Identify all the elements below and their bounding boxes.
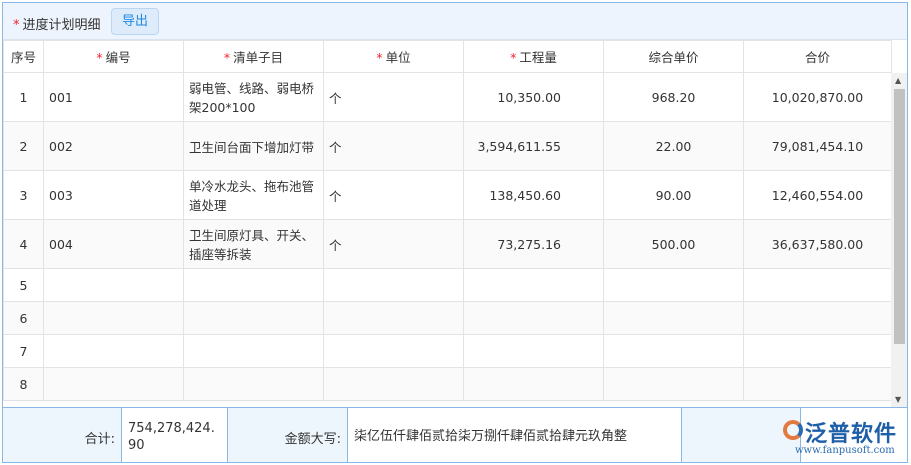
cell-empty[interactable] xyxy=(183,334,324,368)
cell-qty[interactable]: 10,350.00 xyxy=(463,72,604,122)
cell-unit[interactable]: 个 xyxy=(323,72,464,122)
cell-empty[interactable] xyxy=(183,301,324,335)
vertical-scrollbar[interactable]: ▲ ▼ xyxy=(891,73,907,407)
cell-qty[interactable]: 138,450.60 xyxy=(463,170,604,220)
cell-empty[interactable] xyxy=(603,268,744,302)
cell-item[interactable]: 弱电管、线路、弱电桥架200*100 xyxy=(183,72,324,122)
cell-item[interactable]: 卫生间台面下增加灯带 xyxy=(183,121,324,171)
section-title-text: 进度计划明细 xyxy=(22,18,101,33)
sum-value: 754,278,424.90 xyxy=(122,408,228,462)
amount-caps-label: 金额大写: xyxy=(228,408,348,462)
cell-empty[interactable] xyxy=(743,301,892,335)
table-row[interactable]: 4 004 卫生间原灯具、开关、插座等拆装个 73,275.16 500.00 36,63… xyxy=(3,219,892,269)
cell-idx[interactable]: 5 xyxy=(3,268,44,302)
cell-idx[interactable]: 7 xyxy=(3,334,44,368)
cell-total[interactable]: 36,637,580.00 xyxy=(743,219,892,269)
column-header-label: 工程量 xyxy=(519,50,557,65)
cell-empty[interactable] xyxy=(43,334,184,368)
cell-total[interactable]: 12,460,554.00 xyxy=(743,170,892,220)
column-header-label: 综合单价 xyxy=(648,50,699,65)
logo-url: www.fanpusoft.com xyxy=(795,445,895,456)
scroll-up-icon[interactable]: ▲ xyxy=(895,76,902,85)
cell-empty[interactable] xyxy=(463,268,604,302)
cell-price[interactable]: 90.00 xyxy=(603,170,744,220)
footer-empty-label xyxy=(682,408,801,462)
column-header: * 编号 xyxy=(43,40,184,73)
logo-name: 泛普软件 xyxy=(805,422,898,447)
cell-unit[interactable]: 个 xyxy=(323,219,464,269)
scroll-down-icon[interactable]: ▼ xyxy=(895,395,902,404)
cell-idx[interactable]: 4 xyxy=(3,219,44,269)
cell-empty[interactable] xyxy=(743,367,892,401)
cell-idx[interactable]: 6 xyxy=(3,301,44,335)
cell-idx[interactable]: 1 xyxy=(3,72,44,122)
column-header: * 单位 xyxy=(323,40,464,73)
detail-table: 序号 * 编号 * 清单子目 * 单位 * 工程量 综合单价 合价 1 001 弱电管、线路、弱电桥架2… xyxy=(3,40,892,401)
cell-qty[interactable]: 73,275.16 xyxy=(463,219,604,269)
scrollbar-thumb[interactable] xyxy=(894,89,905,344)
cell-code[interactable]: 004 xyxy=(43,219,184,269)
cell-empty[interactable] xyxy=(43,367,184,401)
cell-empty[interactable] xyxy=(323,268,464,302)
cell-price[interactable]: 500.00 xyxy=(603,219,744,269)
cell-empty[interactable] xyxy=(743,334,892,368)
column-header-label: 清单子目 xyxy=(233,50,284,65)
table-row[interactable]: 3 003 单冷水龙头、拖布池管道处理个 138,450.60 90.00 12,460,… xyxy=(3,170,892,220)
cell-empty[interactable] xyxy=(183,268,324,302)
column-header: 合价 xyxy=(743,40,892,73)
cell-empty[interactable] xyxy=(323,334,464,368)
cell-code[interactable]: 002 xyxy=(43,121,184,171)
table-row[interactable]: 6 xyxy=(3,301,892,335)
cell-empty[interactable] xyxy=(463,334,604,368)
column-header: * 工程量 xyxy=(463,40,604,73)
fanpu-logo: 泛普软件 www.fanpusoft.com xyxy=(783,416,903,460)
cell-empty[interactable] xyxy=(43,268,184,302)
table-row[interactable]: 1 001 弱电管、线路、弱电桥架200*100 个 10,350.00 968.20 10… xyxy=(3,72,892,122)
cell-code[interactable]: 003 xyxy=(43,170,184,220)
column-header-label: 单位 xyxy=(385,50,411,65)
cell-idx[interactable]: 2 xyxy=(3,121,44,171)
cell-unit[interactable]: 个 xyxy=(323,121,464,171)
cell-empty[interactable] xyxy=(43,301,184,335)
export-button[interactable]: 导出 xyxy=(111,8,159,35)
cell-empty[interactable] xyxy=(463,367,604,401)
summary-footer: 合计: 754,278,424.90 金额大写: 柒亿伍仟肆佰贰拾柒万捌仟肆佰贰… xyxy=(3,407,907,462)
cell-empty[interactable] xyxy=(323,367,464,401)
section-title: * 进度计划明细 xyxy=(13,18,101,33)
column-header: 序号 xyxy=(3,40,44,73)
cell-item[interactable]: 单冷水龙头、拖布池管道处理 xyxy=(183,170,324,220)
cell-empty[interactable] xyxy=(603,301,744,335)
cell-total[interactable]: 10,020,870.00 xyxy=(743,72,892,122)
cell-empty[interactable] xyxy=(323,301,464,335)
cell-empty[interactable] xyxy=(603,334,744,368)
logo-mark-icon xyxy=(783,420,803,440)
cell-empty[interactable] xyxy=(743,268,892,302)
sum-label: 合计: xyxy=(3,408,122,462)
cell-total[interactable]: 79,081,454.10 xyxy=(743,121,892,171)
cell-idx[interactable]: 8 xyxy=(3,367,44,401)
table-row[interactable]: 5 xyxy=(3,268,892,302)
cell-item[interactable]: 卫生间原灯具、开关、插座等拆装 xyxy=(183,219,324,269)
column-header: * 清单子目 xyxy=(183,40,324,73)
table-row[interactable]: 8 xyxy=(3,367,892,401)
cell-code[interactable]: 001 xyxy=(43,72,184,122)
cell-empty[interactable] xyxy=(463,301,604,335)
cell-unit[interactable]: 个 xyxy=(323,170,464,220)
cell-price[interactable]: 968.20 xyxy=(603,72,744,122)
column-header-label: 编号 xyxy=(105,50,131,65)
table-row[interactable]: 7 xyxy=(3,334,892,368)
cell-idx[interactable]: 3 xyxy=(3,170,44,220)
cell-qty[interactable]: 3,594,611.55 xyxy=(463,121,604,171)
toolbar: * 进度计划明细 导出 xyxy=(3,3,907,40)
column-header-label: 合价 xyxy=(804,50,830,65)
cell-empty[interactable] xyxy=(603,367,744,401)
amount-caps-value: 柒亿伍仟肆佰贰拾柒万捌仟肆佰贰拾肆元玖角整 xyxy=(348,408,682,462)
column-header-label: 序号 xyxy=(10,50,36,65)
table-row[interactable]: 2 002 卫生间台面下增加灯带个 3,594,611.55 22.00 79,081,4… xyxy=(3,121,892,171)
cell-empty[interactable] xyxy=(183,367,324,401)
column-header: 综合单价 xyxy=(603,40,744,73)
cell-price[interactable]: 22.00 xyxy=(603,121,744,171)
